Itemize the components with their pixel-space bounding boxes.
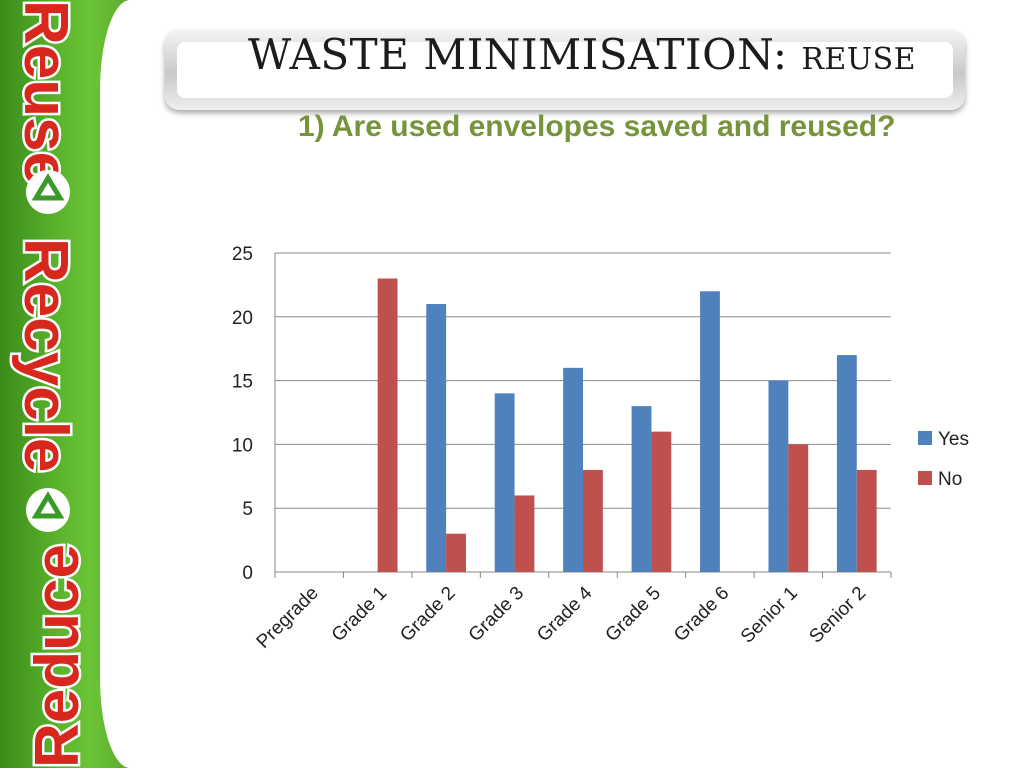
banner-word-reuse: Reuse (11, 0, 80, 186)
banner-edge (100, 0, 130, 768)
chart-question: 1) Are used envelopes saved and reused? (298, 110, 896, 143)
y-tick-label: 20 (232, 308, 253, 329)
x-tick-label: Senior 2 (805, 583, 870, 648)
recycle-icon (26, 170, 70, 214)
legend-label: No (938, 469, 962, 490)
y-tick-label: 15 (232, 372, 253, 393)
banner-word-recycle: Recycle (11, 238, 80, 472)
title-frame (165, 30, 965, 110)
x-tick-label: Grade 6 (670, 583, 733, 646)
bar-no (583, 469, 603, 572)
x-tick-label: Senior 1 (737, 583, 802, 648)
x-tick-label: Grade 5 (602, 583, 665, 646)
recycle-icon (26, 488, 70, 532)
legend-label: Yes (938, 429, 969, 450)
x-tick-label: Grade 3 (465, 583, 528, 646)
y-tick-label: 10 (232, 435, 253, 456)
title-sub: REUSE (801, 42, 917, 77)
title-main: WASTE MINIMISATION: (248, 30, 802, 79)
side-banner: Reduce Recycle Reuse (0, 0, 130, 768)
x-tick-label: Pregrade (253, 583, 323, 653)
page-title: WASTE MINIMISATION: REUSE (248, 30, 968, 79)
y-tick-label: 5 (242, 499, 253, 520)
bar-yes (426, 304, 447, 572)
banner-words: Reduce Recycle Reuse (9, 0, 95, 768)
bar-yes (700, 291, 720, 572)
bar-no (788, 444, 809, 572)
y-tick-label: 25 (232, 244, 253, 265)
legend-swatch (918, 471, 932, 485)
bar-yes (494, 393, 515, 572)
x-tick-label: Grade 4 (533, 582, 597, 646)
x-tick-label: Grade 2 (396, 583, 459, 646)
bar-no (446, 533, 466, 572)
x-tick-label: Grade 1 (328, 583, 391, 646)
bar-yes (563, 367, 583, 572)
bar-no (856, 469, 877, 572)
bar-no (514, 495, 535, 572)
y-tick-label: 0 (242, 563, 253, 584)
bar-no (377, 278, 398, 572)
bar-yes (836, 355, 857, 572)
bar-yes (768, 380, 789, 572)
bar-no (651, 431, 672, 572)
legend-swatch (918, 431, 932, 445)
bar-yes (631, 406, 652, 572)
banner-word-reduce: Reduce (23, 544, 92, 768)
